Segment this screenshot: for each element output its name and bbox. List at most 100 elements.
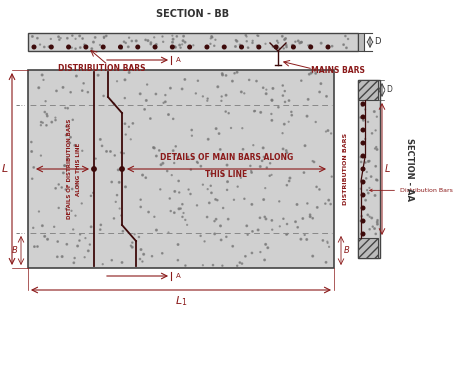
- Point: [121, 95, 128, 101]
- Point: [238, 260, 246, 266]
- Point: [219, 263, 226, 269]
- Point: [100, 35, 108, 41]
- Text: DETAILS OF MAIN BARS ALONG: DETAILS OF MAIN BARS ALONG: [160, 153, 293, 162]
- Point: [303, 200, 311, 206]
- Point: [145, 209, 152, 215]
- Point: [119, 228, 127, 234]
- Point: [215, 131, 223, 137]
- Point: [255, 33, 262, 39]
- Point: [52, 115, 59, 121]
- Point: [179, 214, 186, 220]
- Bar: [28, 70, 334, 268]
- Point: [206, 200, 213, 206]
- Point: [82, 235, 89, 241]
- Point: [276, 223, 283, 229]
- Point: [171, 188, 179, 194]
- Point: [219, 70, 226, 76]
- Point: [108, 257, 116, 263]
- Point: [193, 203, 201, 209]
- Text: A: A: [176, 57, 181, 63]
- Point: [285, 119, 292, 125]
- Point: [178, 86, 186, 92]
- Point: [64, 155, 71, 161]
- Circle shape: [92, 167, 96, 171]
- Point: [108, 179, 116, 185]
- Point: [64, 43, 72, 49]
- Point: [304, 42, 312, 48]
- Point: [172, 44, 179, 50]
- Point: [96, 42, 104, 48]
- Point: [366, 214, 374, 220]
- Point: [169, 148, 177, 154]
- Point: [169, 116, 177, 122]
- Point: [121, 121, 129, 127]
- Point: [294, 38, 302, 44]
- Point: [298, 39, 305, 45]
- Point: [183, 222, 191, 228]
- Point: [211, 231, 219, 237]
- Point: [169, 39, 176, 45]
- Point: [137, 91, 144, 97]
- Point: [283, 231, 291, 237]
- Point: [274, 40, 282, 46]
- Point: [319, 237, 327, 243]
- Point: [209, 35, 216, 40]
- Text: SECTION - BB: SECTION - BB: [156, 9, 229, 19]
- Point: [107, 148, 114, 154]
- Point: [323, 93, 330, 99]
- Point: [120, 150, 128, 156]
- Point: [63, 132, 70, 138]
- Point: [122, 184, 129, 190]
- Circle shape: [361, 193, 365, 197]
- Point: [259, 145, 267, 151]
- Point: [373, 114, 381, 120]
- Point: [236, 42, 244, 48]
- Point: [365, 190, 372, 196]
- Point: [115, 179, 123, 185]
- Point: [357, 186, 365, 192]
- Point: [288, 112, 296, 118]
- Circle shape: [205, 45, 209, 49]
- Point: [110, 101, 118, 107]
- Point: [266, 160, 274, 166]
- Point: [112, 199, 119, 205]
- Point: [175, 206, 183, 212]
- Point: [187, 167, 195, 173]
- Point: [263, 165, 271, 171]
- Point: [313, 184, 320, 190]
- Point: [38, 223, 46, 229]
- Point: [87, 193, 95, 199]
- Point: [261, 214, 269, 220]
- Point: [254, 33, 261, 39]
- Point: [293, 201, 301, 207]
- Point: [369, 96, 376, 102]
- Point: [368, 130, 376, 136]
- Point: [37, 119, 45, 125]
- Point: [141, 106, 148, 112]
- Point: [146, 116, 154, 122]
- Circle shape: [361, 128, 365, 132]
- Point: [363, 175, 370, 181]
- Circle shape: [49, 45, 53, 49]
- Point: [142, 37, 149, 43]
- Point: [50, 224, 58, 230]
- Point: [256, 45, 264, 50]
- Point: [137, 204, 145, 210]
- Point: [64, 35, 71, 41]
- Point: [156, 186, 164, 192]
- Point: [255, 227, 262, 233]
- Point: [142, 175, 150, 181]
- Point: [100, 34, 108, 40]
- Point: [324, 240, 331, 246]
- Point: [294, 224, 301, 230]
- Point: [129, 121, 137, 127]
- Point: [72, 46, 79, 52]
- Point: [244, 232, 251, 238]
- Point: [127, 137, 135, 142]
- Point: [223, 234, 230, 240]
- Point: [44, 113, 51, 119]
- Point: [357, 159, 365, 165]
- Point: [217, 223, 224, 229]
- Point: [373, 177, 380, 183]
- Point: [118, 259, 126, 265]
